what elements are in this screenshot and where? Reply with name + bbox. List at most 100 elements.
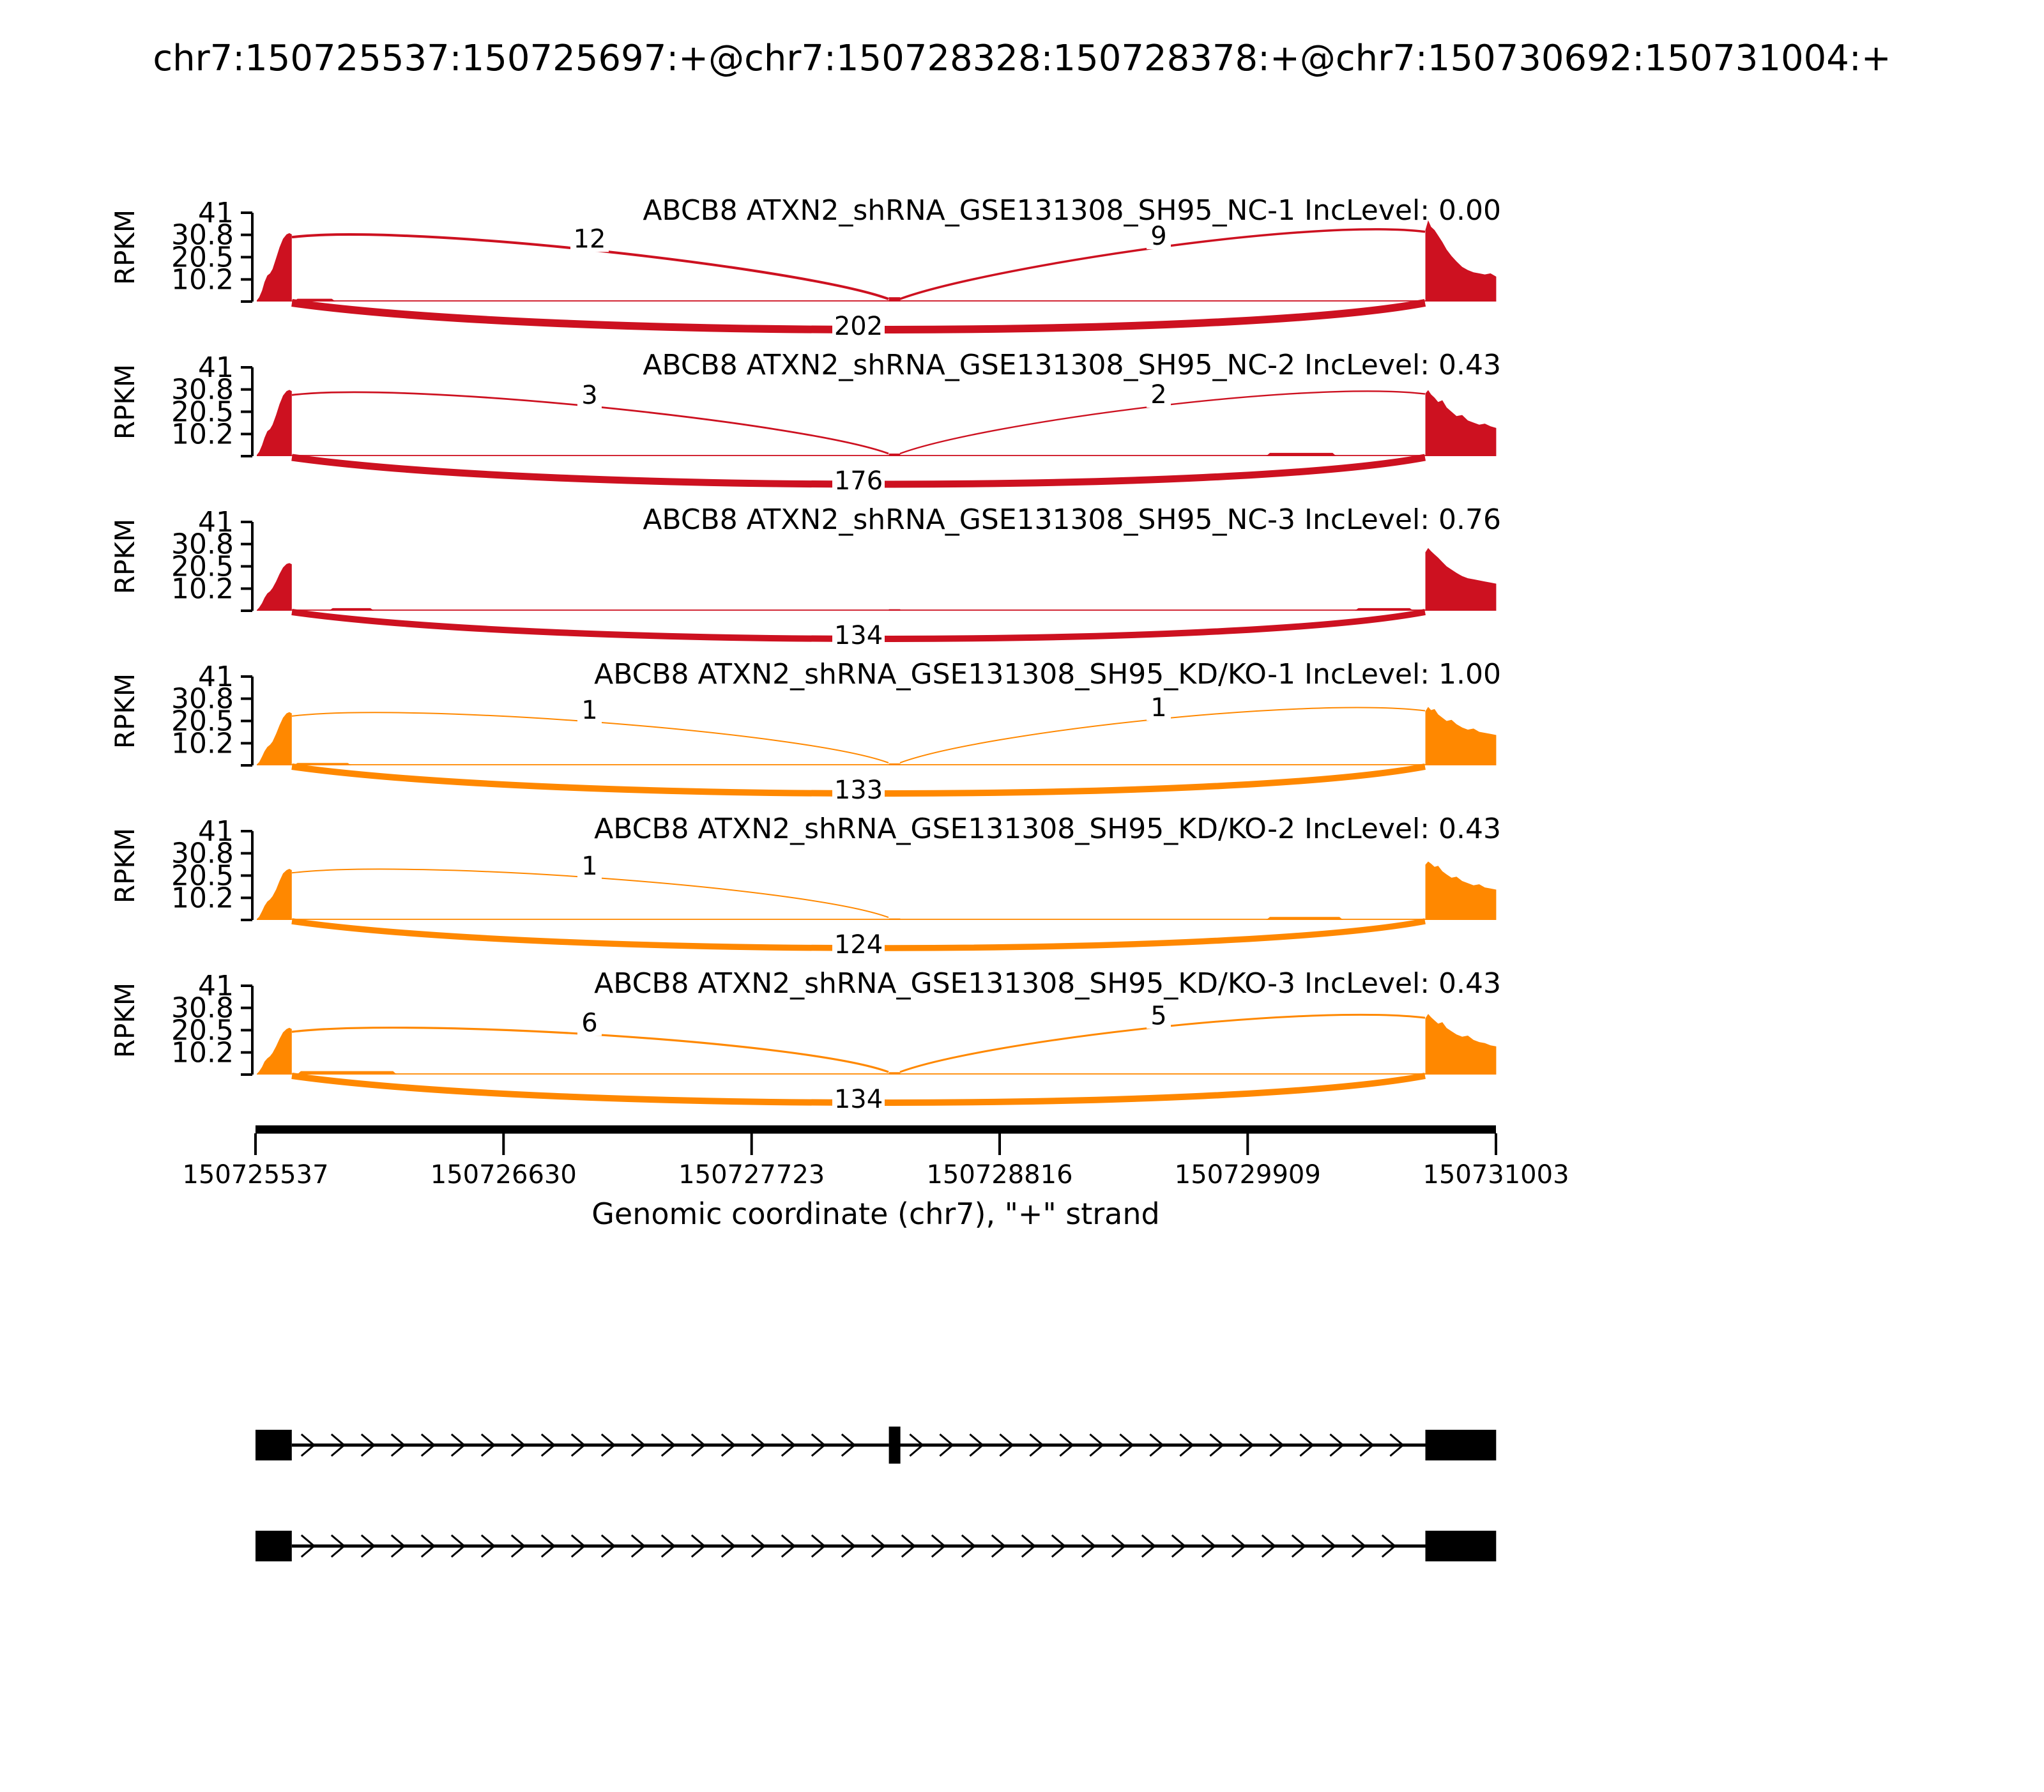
- y-axis-title: RPKM: [109, 983, 141, 1058]
- strand-arrow-chevron: [1021, 1534, 1037, 1558]
- y-tick-label: 20.5: [171, 860, 234, 892]
- strand-arrow-chevron: [390, 1534, 406, 1558]
- strand-arrow-chevron: [630, 1433, 646, 1457]
- coverage-right-exon: [1425, 220, 1497, 302]
- coverage-right-exon: [1425, 390, 1497, 456]
- exon-box: [1425, 1531, 1497, 1561]
- junction-read-count: 5: [1150, 1001, 1166, 1030]
- strand-arrow-chevron: [1149, 1433, 1164, 1457]
- junction-arc-upstream_inclusion: [291, 1026, 889, 1073]
- coverage-left-exon: [257, 563, 292, 611]
- strand-arrow-chevron: [300, 1534, 316, 1558]
- strand-arrow-chevron: [999, 1433, 1014, 1457]
- junction-read-count: 134: [834, 621, 883, 650]
- y-tick-label: 10.2: [171, 727, 234, 760]
- strand-arrow-chevron: [811, 1534, 827, 1558]
- coverage-blip: [293, 763, 352, 765]
- y-axis-title: RPKM: [109, 210, 141, 285]
- y-tick-label: 20.5: [171, 396, 234, 429]
- strand-arrow-chevron: [1351, 1534, 1367, 1558]
- y-tick-label: 20.5: [171, 241, 234, 274]
- x-tick-label: 150728816: [926, 1160, 1072, 1190]
- junction-read-count: 12: [574, 224, 606, 254]
- strand-arrow-chevron: [1089, 1433, 1104, 1457]
- coverage-blip: [1266, 917, 1343, 920]
- x-axis-label: Genomic coordinate (chr7), "+" strand: [591, 1197, 1159, 1231]
- y-tick-label: 10.2: [171, 1036, 234, 1069]
- y-tick-label: 30.8: [171, 219, 234, 252]
- y-tick-label: 20.5: [171, 1015, 234, 1047]
- y-tick-label: 41: [198, 506, 234, 539]
- strand-arrow-chevron: [1029, 1433, 1044, 1457]
- coverage-blip: [1266, 452, 1337, 456]
- coverage-right-exon: [1425, 861, 1497, 920]
- y-axis-title: RPKM: [109, 364, 141, 440]
- strand-arrow-chevron: [909, 1433, 924, 1457]
- strand-arrow-chevron: [1359, 1433, 1375, 1457]
- coverage-intron-baseline: [291, 455, 1426, 456]
- junction-count-bg: [577, 381, 602, 408]
- strand-arrow-chevron: [510, 1534, 526, 1558]
- strand-arrow-chevron: [811, 1433, 827, 1457]
- strand-arrow-chevron: [300, 1433, 316, 1457]
- exon-box: [889, 1427, 901, 1464]
- y-axis-title: RPKM: [109, 673, 141, 749]
- track-label: ABCB8 ATXN2_shRNA_GSE131308_SH95_KD/KO-3…: [594, 967, 1501, 1000]
- coverage-intron-baseline: [291, 764, 1426, 765]
- track-label: ABCB8 ATXN2_shRNA_GSE131308_SH95_NC-2 In…: [643, 349, 1501, 381]
- strand-arrow-chevron: [991, 1534, 1007, 1558]
- strand-arrow-chevron: [871, 1534, 887, 1558]
- junction-arc-upstream_inclusion: [291, 391, 889, 455]
- y-axis: [241, 366, 254, 457]
- coverage-left-exon: [257, 390, 292, 456]
- track-label: ABCB8 ATXN2_shRNA_GSE131308_SH95_KD/KO-1…: [594, 658, 1501, 691]
- junction-read-count: 9: [1150, 222, 1166, 251]
- strand-arrow-chevron: [969, 1433, 984, 1457]
- junction-count-bg: [1147, 222, 1171, 250]
- coverage-left-exon: [257, 233, 292, 302]
- y-axis: [241, 984, 254, 1076]
- coverage-middle-exon: [889, 297, 901, 302]
- junction-arc-upstream_inclusion: [291, 868, 889, 918]
- y-tick-label: 30.8: [171, 374, 234, 406]
- junction-arc-upstream_inclusion: [291, 712, 889, 763]
- exon-box: [256, 1430, 292, 1460]
- junction-count-bg: [832, 622, 885, 648]
- coverage-intron-baseline: [291, 300, 1426, 302]
- y-tick-label: 10.2: [171, 418, 234, 450]
- strand-arrow-chevron: [1239, 1433, 1255, 1457]
- y-tick-label: 41: [198, 351, 234, 384]
- junction-read-count: 202: [834, 312, 883, 341]
- coverage-right-exon: [1425, 707, 1497, 765]
- y-tick-label: 30.8: [171, 683, 234, 716]
- strand-arrow-chevron: [450, 1433, 466, 1457]
- junction-count-bg: [832, 467, 885, 494]
- strand-arrow-chevron: [690, 1433, 706, 1457]
- junction-count-bg: [832, 312, 885, 339]
- junction-read-count: 1: [581, 696, 597, 725]
- exon-box: [1425, 1430, 1497, 1460]
- strand-arrow-chevron: [1051, 1534, 1067, 1558]
- strand-arrow-chevron: [510, 1433, 526, 1457]
- junction-read-count: 1: [1150, 693, 1166, 723]
- coverage-right-exon: [1425, 1014, 1497, 1075]
- strand-arrow-chevron: [931, 1534, 947, 1558]
- strand-arrow-chevron: [961, 1534, 977, 1558]
- strand-arrow-chevron: [751, 1534, 766, 1558]
- junction-count-bg: [1147, 693, 1171, 721]
- junction-read-count: 176: [834, 466, 883, 496]
- junction-count-bg: [577, 696, 602, 724]
- strand-arrow-chevron: [360, 1534, 376, 1558]
- y-axis-title: RPKM: [109, 519, 141, 594]
- strand-arrow-chevron: [420, 1433, 436, 1457]
- x-tick-label: 150726630: [431, 1160, 577, 1190]
- strand-arrow-chevron: [721, 1433, 736, 1457]
- junction-count-bg: [1147, 1002, 1171, 1029]
- strand-arrow-chevron: [390, 1433, 406, 1457]
- coverage-blip: [328, 608, 374, 611]
- y-axis: [241, 675, 254, 767]
- strand-arrow-chevron: [600, 1433, 616, 1457]
- y-axis-title: RPKM: [109, 828, 141, 903]
